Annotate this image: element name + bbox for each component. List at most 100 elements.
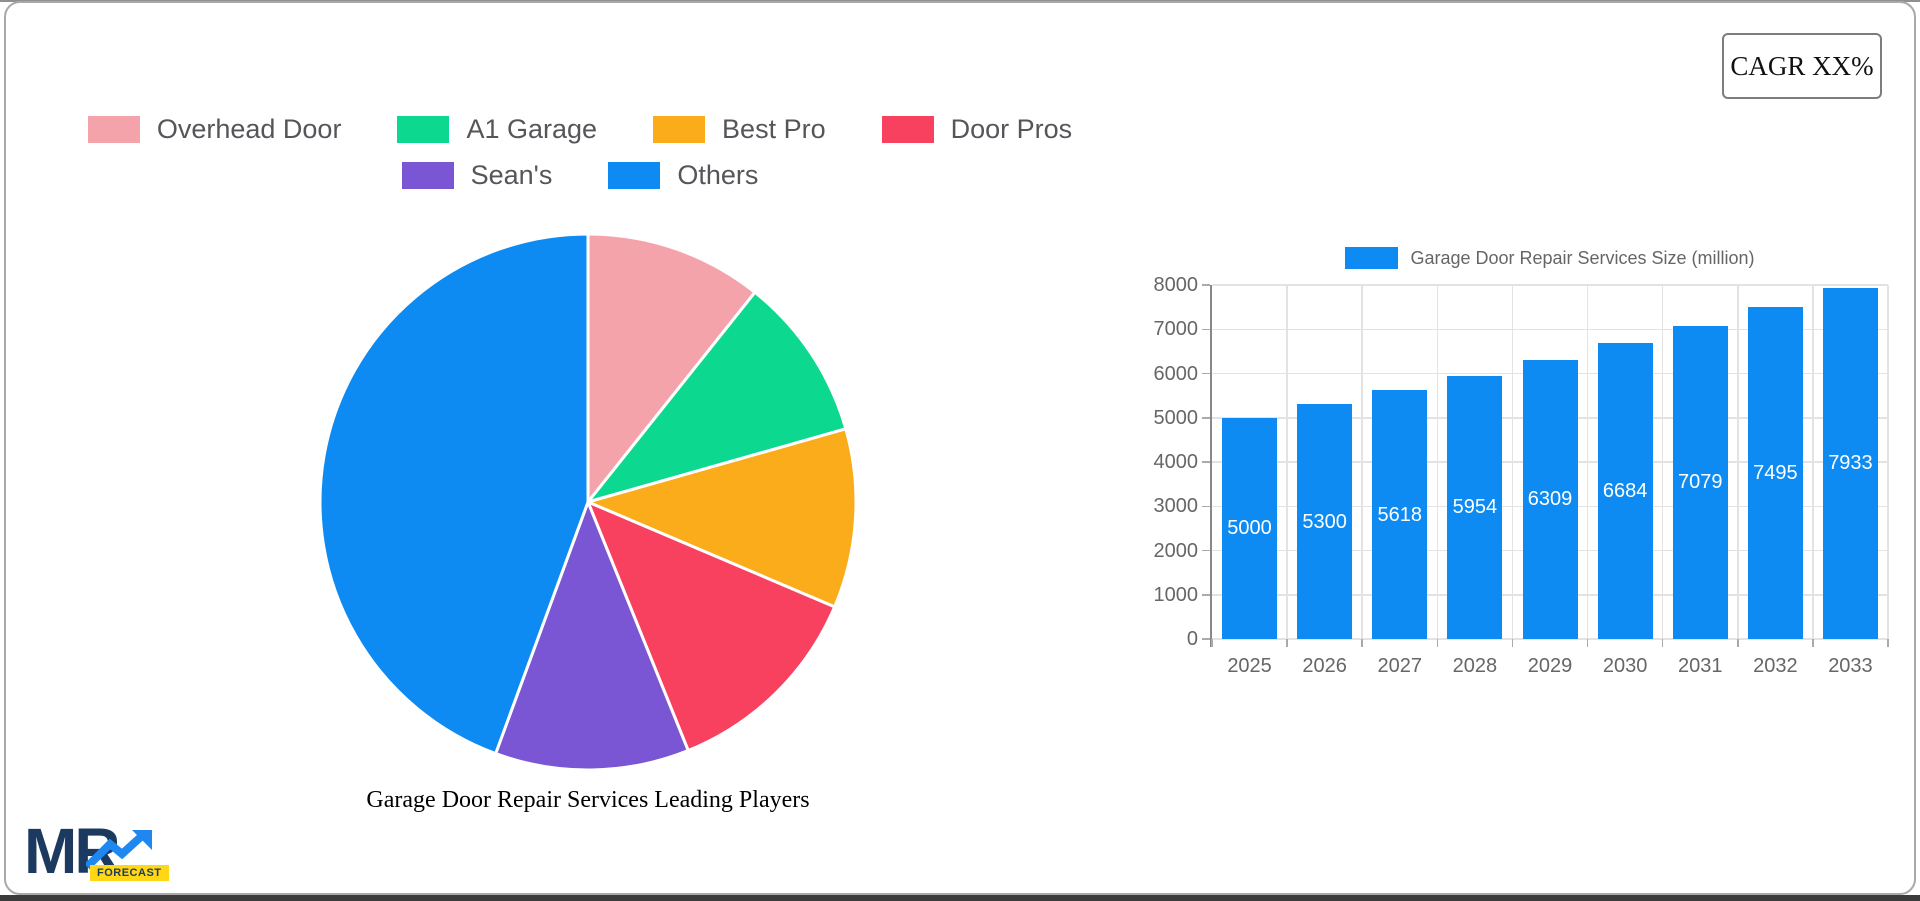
bar-legend-swatch xyxy=(1345,247,1399,269)
cagr-label: CAGR XX% xyxy=(1730,50,1874,81)
bar-2032: 7495 xyxy=(1747,307,1803,639)
legend-label: Sean's xyxy=(470,160,553,190)
x-axis-tick xyxy=(1812,639,1814,647)
y-axis-label: 5000 xyxy=(1153,406,1199,429)
pie-chart xyxy=(318,232,858,772)
gridline xyxy=(1286,285,1288,639)
y-axis-tick xyxy=(1202,549,1210,552)
y-axis-label: 4000 xyxy=(1153,451,1199,473)
x-axis-label: 2027 xyxy=(1377,655,1423,677)
bar-legend-item[interactable]: Garage Door Repair Services Size (millio… xyxy=(1212,245,1888,271)
bar-2030: 6684 xyxy=(1597,343,1653,639)
legend-color-swatch xyxy=(87,116,140,143)
y-axis-tick xyxy=(1202,417,1210,419)
legend-label: Overhead Door xyxy=(156,114,342,144)
bar-2028: 5954 xyxy=(1447,375,1503,639)
legend-color-swatch xyxy=(401,162,454,189)
logo-forecast-badge: FORECAST xyxy=(90,865,169,881)
y-axis-tick xyxy=(1202,594,1210,596)
pie-legend-row: Overhead Door A1 Garage Best Pro Door Pros xyxy=(0,116,1160,143)
bottom-edge-bar xyxy=(0,895,1920,901)
pie-legend-row: Sean's Others xyxy=(0,162,1160,189)
x-axis-tick xyxy=(1286,639,1288,647)
legend-color-swatch xyxy=(653,116,706,143)
legend-color-swatch xyxy=(397,116,450,143)
y-axis-label: 2000 xyxy=(1153,539,1199,562)
bar-2033: 7933 xyxy=(1822,287,1878,639)
gridline xyxy=(1737,285,1739,639)
x-axis-label: 2025 xyxy=(1227,655,1272,677)
gridline xyxy=(1212,638,1888,640)
cagr-badge: CAGR XX% xyxy=(1722,33,1882,99)
y-axis-tick xyxy=(1202,372,1210,375)
pie-slice-a1-garage xyxy=(586,290,848,504)
pie-legend-item-sean-s[interactable]: Sean's xyxy=(401,160,553,190)
y-axis-label: 3000 xyxy=(1153,495,1199,518)
x-axis-label: 2033 xyxy=(1828,655,1873,677)
trend-arrow-icon xyxy=(86,830,152,870)
y-axis-label: 6000 xyxy=(1153,362,1199,385)
legend-label: A1 Garage xyxy=(466,114,598,144)
gridline xyxy=(1887,285,1889,639)
x-axis-label: 2026 xyxy=(1302,655,1347,677)
legend-color-swatch xyxy=(881,116,934,143)
x-axis-label: 2028 xyxy=(1452,655,1498,677)
bar-value-label: 6684 xyxy=(1602,480,1648,503)
y-axis-tick xyxy=(1202,461,1210,463)
x-axis-tick xyxy=(1737,639,1739,647)
x-axis-tick xyxy=(1211,639,1213,647)
x-axis-label: 2030 xyxy=(1602,655,1648,677)
pie-legend-item-a1-garage[interactable]: A1 Garage xyxy=(397,116,597,143)
pie-legend-item-door-pros[interactable]: Door Pros xyxy=(881,116,1072,143)
gridline xyxy=(1361,285,1363,639)
legend-color-swatch xyxy=(608,162,661,189)
bar-legend-label: Garage Door Repair Services Size (millio… xyxy=(1410,247,1755,268)
bar-value-label: 7933 xyxy=(1828,452,1873,475)
x-axis-label: 2031 xyxy=(1677,655,1723,677)
y-axis-line xyxy=(1210,285,1212,647)
x-axis-tick xyxy=(1511,639,1514,647)
x-axis-label: 2032 xyxy=(1753,655,1798,677)
pie-slice-door-pros xyxy=(586,500,837,753)
bar-value-label: 5300 xyxy=(1302,510,1347,533)
bar-2031: 7079 xyxy=(1672,325,1728,639)
y-axis-label: 1000 xyxy=(1153,583,1199,606)
pie-legend-item-others[interactable]: Others xyxy=(608,162,758,189)
y-axis-label: 8000 xyxy=(1153,274,1199,296)
y-axis-tick xyxy=(1202,638,1210,640)
x-axis-tick xyxy=(1586,639,1589,647)
bar-chart-plot: 0 1000 2000 3000 4000 5000 6000 7000 8000 5000 202… xyxy=(1154,274,1889,677)
pie-legend: Overhead Door A1 Garage Best Pro Door Pros S… xyxy=(0,116,1160,208)
gridline xyxy=(1212,328,1888,330)
bar-value-label: 5618 xyxy=(1377,503,1423,526)
bar-value-label: 7079 xyxy=(1677,471,1723,494)
legend-label: Others xyxy=(677,160,759,190)
x-axis-label: 2029 xyxy=(1527,655,1573,677)
y-axis-tick xyxy=(1202,284,1210,286)
gridline xyxy=(1436,285,1439,639)
x-axis-tick xyxy=(1661,639,1664,647)
y-axis-label: 7000 xyxy=(1153,318,1199,341)
bar-value-label: 7495 xyxy=(1753,462,1798,485)
x-axis-tick xyxy=(1887,639,1889,647)
bar-value-label: 5000 xyxy=(1227,517,1272,540)
pie-legend-item-best-pro[interactable]: Best Pro xyxy=(653,116,826,143)
pie-chart-title: Garage Door Repair Services Leading Play… xyxy=(366,787,810,813)
y-axis-tick xyxy=(1202,328,1210,330)
pie-slice-overhead-door xyxy=(586,232,757,504)
bar-value-label: 5954 xyxy=(1452,496,1498,519)
bar-2025: 5000 xyxy=(1222,417,1278,639)
x-axis-tick xyxy=(1361,639,1363,647)
rounded-frame xyxy=(4,1,1916,895)
bar-2027: 5618 xyxy=(1372,390,1428,639)
x-axis-tick xyxy=(1436,639,1439,647)
y-axis-tick xyxy=(1202,505,1210,507)
pie-slice-others xyxy=(318,232,590,756)
bar-value-label: 6309 xyxy=(1527,488,1573,511)
mr-forecast-logo: MR FORECAST xyxy=(24,819,174,886)
legend-label: Best Pro xyxy=(722,114,826,144)
gridline xyxy=(1812,285,1814,639)
bar-2026: 5300 xyxy=(1297,404,1353,639)
pie-legend-item-overhead-door[interactable]: Overhead Door xyxy=(87,114,342,144)
